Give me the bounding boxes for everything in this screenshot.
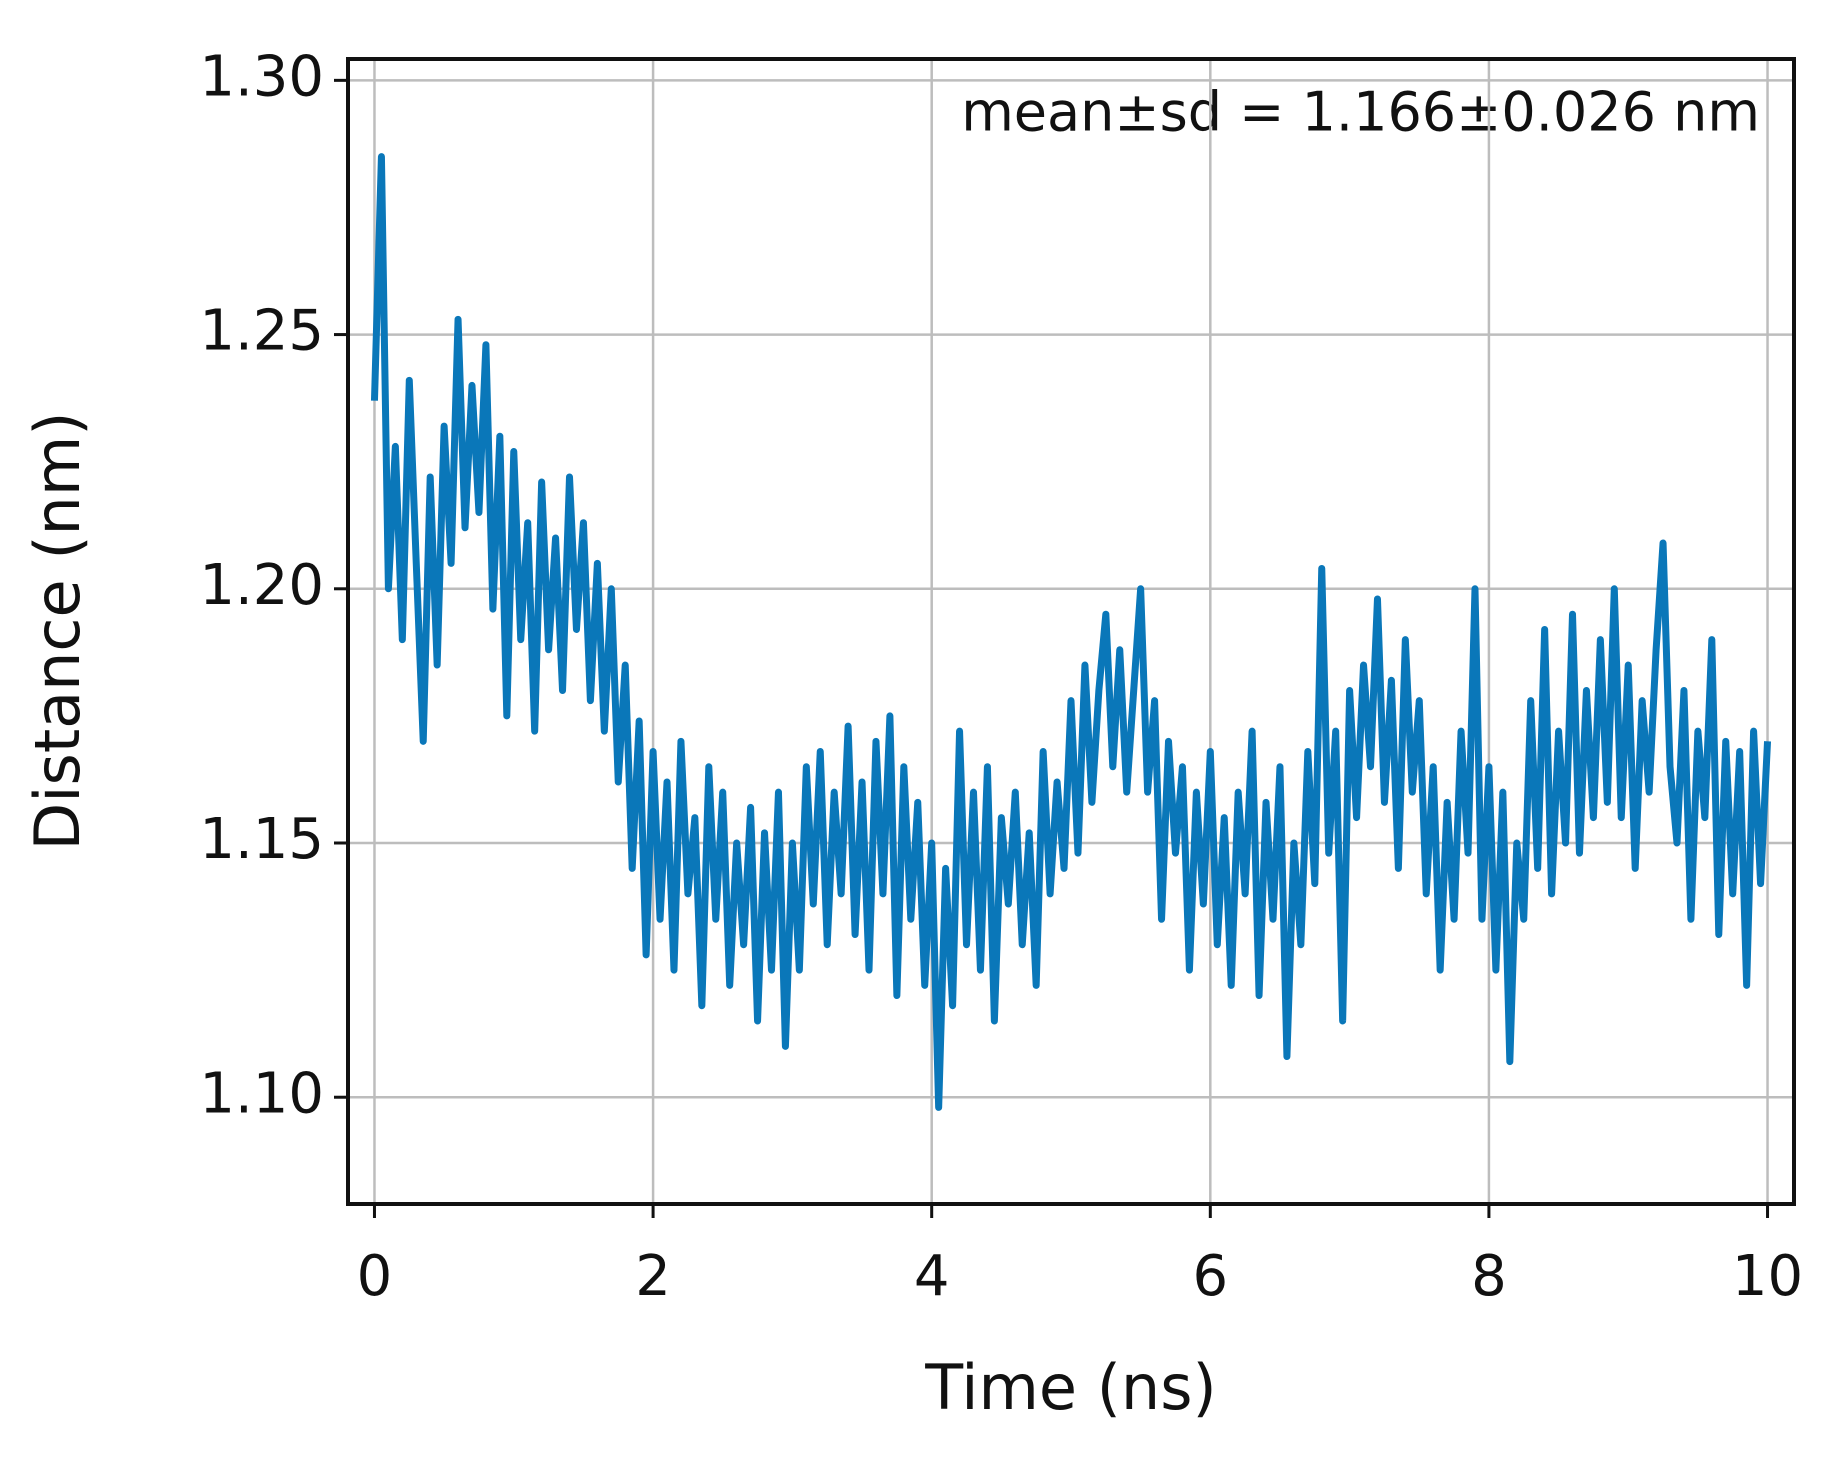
- x-tick-label: 4: [914, 1244, 950, 1309]
- x-tick-label: 2: [635, 1244, 671, 1309]
- x-tick-label: 8: [1471, 1244, 1507, 1309]
- y-tick-label: 1.30: [199, 44, 324, 109]
- y-tick-label: 1.25: [199, 299, 324, 364]
- x-tick-label: 0: [357, 1244, 393, 1309]
- annotation: mean±sd = 1.166±0.026 nm: [961, 81, 1760, 144]
- data-line: [370, 153, 1772, 1111]
- y-tick-label: 1.20: [199, 553, 324, 618]
- x-axis-label: Time (ns): [924, 1351, 1216, 1424]
- y-tick-label: 1.10: [199, 1061, 324, 1126]
- y-tick-label: 1.15: [199, 807, 324, 872]
- x-tick-label: 10: [1732, 1244, 1803, 1309]
- x-tick-label: 6: [1192, 1244, 1228, 1309]
- plot-frame: [346, 57, 1796, 1206]
- y-axis-label: Distance (nm): [21, 412, 94, 851]
